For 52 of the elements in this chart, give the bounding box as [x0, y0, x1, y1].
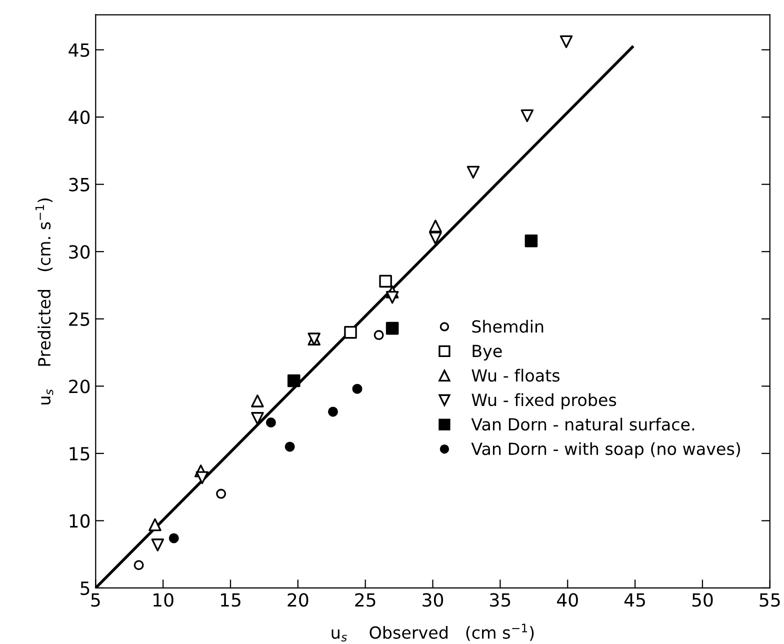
x-tick-label: 45 [624, 593, 645, 607]
point [251, 394, 264, 408]
point [266, 417, 276, 428]
y-tick-label: 25 [69, 312, 90, 326]
point [328, 406, 338, 417]
point [344, 326, 357, 339]
x-tick-label: 55 [760, 593, 780, 607]
y-tick-label: 45 [68, 43, 90, 57]
y-tick-label: 20 [69, 380, 90, 394]
point [284, 442, 295, 452]
x-tick-label: 20 [288, 593, 308, 607]
y-tick-label: 30 [69, 245, 90, 259]
legend-label: Van Dorn - natural surface. [471, 418, 694, 431]
point [148, 518, 162, 532]
y-tick-label: 35 [69, 178, 90, 192]
point [196, 471, 209, 484]
y-tick-label: 15 [70, 447, 90, 461]
legend-label: Wu - floats [472, 368, 560, 382]
point [386, 290, 399, 304]
x-tick-label: 25 [355, 593, 376, 607]
text: u$_{s}$ Predicted (cm. s$^{−1}$) [35, 198, 54, 404]
legend-label: Van Dorn - with soap (no waves) [471, 442, 740, 458]
legend-label: Shemdin [472, 320, 544, 333]
point [352, 384, 362, 394]
text: u$_{s}$ Observed (cm s$^{−1}$) [332, 624, 534, 642]
x-tick-label: 5 [91, 593, 100, 607]
y-tick-label: 10 [70, 514, 90, 528]
legend-label: Bye [472, 344, 502, 360]
x-tick-label: 50 [692, 593, 713, 607]
x-tick-label: 35 [490, 593, 510, 607]
point [216, 488, 226, 499]
x-tick-label: 30 [422, 593, 444, 607]
point [429, 232, 442, 245]
point [151, 538, 164, 552]
x-tick-label: 40 [557, 593, 578, 607]
point [520, 109, 534, 122]
point [287, 374, 300, 388]
x-tick-label: 15 [220, 593, 240, 607]
point [466, 166, 480, 179]
y-tick-label: 40 [68, 110, 90, 124]
point [168, 533, 179, 544]
point [134, 560, 144, 570]
y-tick-label: 5 [80, 582, 90, 596]
point [524, 234, 538, 248]
point [429, 220, 442, 232]
point [560, 35, 573, 48]
legend-label: Wu - fixed probes [472, 393, 616, 410]
point [251, 412, 264, 425]
x-tick-label: 10 [154, 593, 174, 607]
point [379, 274, 392, 288]
point [374, 330, 384, 340]
point [386, 322, 399, 335]
